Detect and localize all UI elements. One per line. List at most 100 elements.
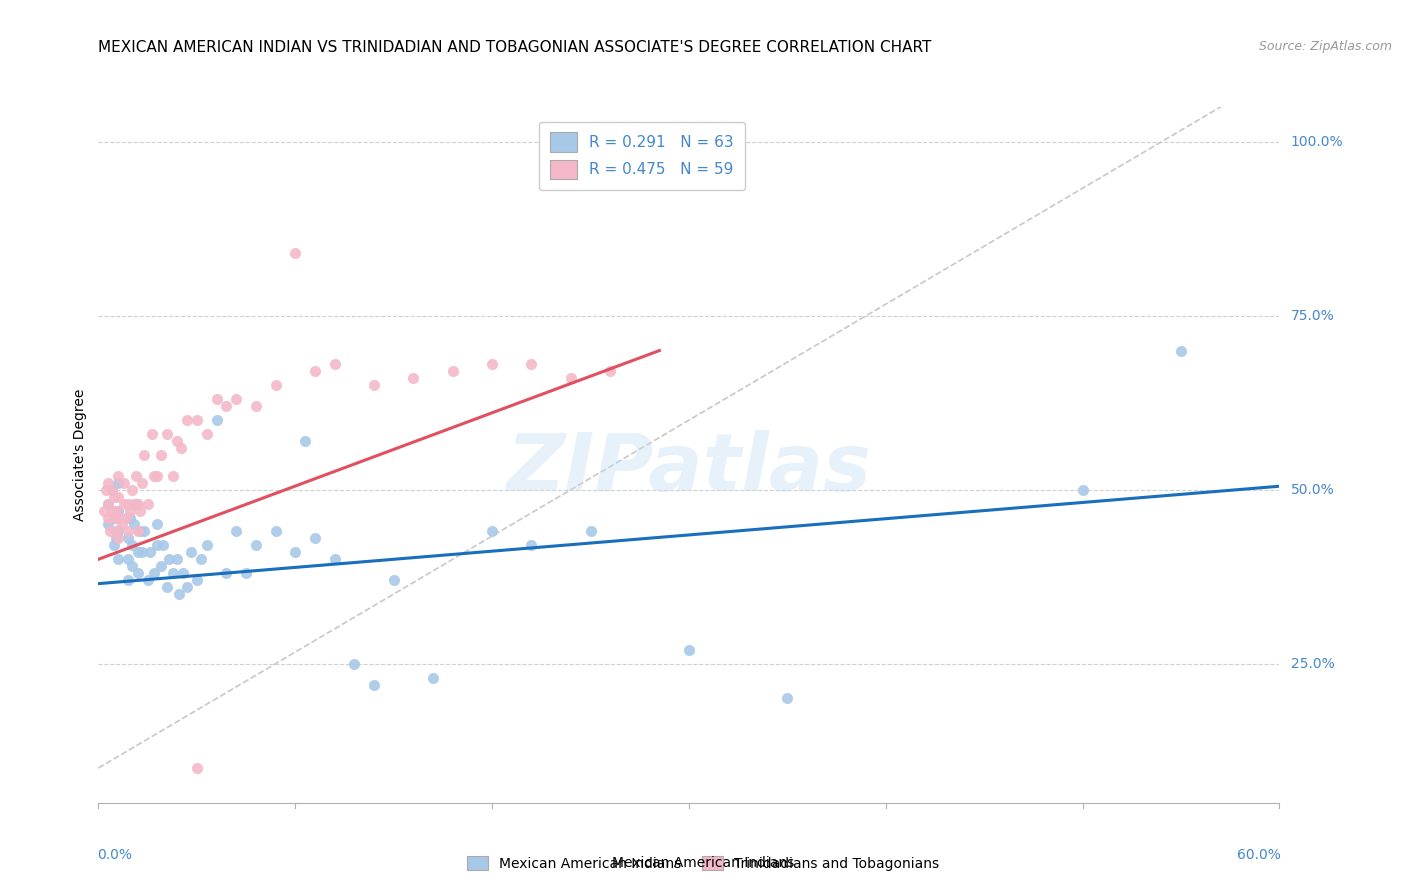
Text: ZIPatlas: ZIPatlas [506,430,872,508]
Point [97,497,120,511]
Point [186,573,208,587]
Point [136,573,159,587]
Legend: Mexican American Indians, Trinidadians and Tobagonians: Mexican American Indians, Trinidadians a… [460,849,946,878]
Point [323,358,346,372]
Point [176,580,198,594]
Point [180,545,202,559]
Point [107,475,129,490]
Point [101,503,124,517]
Point [117,497,139,511]
Point [481,358,503,372]
Point [105,524,128,539]
Point [105,503,128,517]
Point [304,532,326,546]
Point [127,545,149,559]
Text: 50.0%: 50.0% [1291,483,1334,497]
Point [128,503,150,517]
Point [128,524,150,539]
Point [304,364,326,378]
Point [117,524,139,539]
Point [190,552,212,566]
Point [142,566,165,581]
Y-axis label: Associate's Degree: Associate's Degree [73,389,87,521]
Point [150,559,173,574]
Point [150,448,173,462]
Point [97,510,120,524]
Point [156,580,179,594]
Point [127,497,149,511]
Point [284,545,307,559]
Point [599,364,621,378]
Point [1170,343,1192,358]
Point [323,552,346,566]
Point [105,503,128,517]
Point [125,497,148,511]
Point [166,434,188,448]
Point [195,538,218,552]
Point [107,524,129,539]
Point [131,545,153,559]
Point [111,517,134,532]
Point [157,552,180,566]
Point [107,468,129,483]
Point [245,538,267,552]
Point [132,448,155,462]
Point [136,497,159,511]
Point [138,545,160,559]
Point [146,538,169,552]
Point [776,691,799,706]
Point [560,371,582,385]
Point [107,503,129,517]
Point [122,517,145,532]
Point [107,552,129,566]
Point [96,483,118,497]
Point [121,483,143,497]
Point [176,413,198,427]
Point [167,587,190,601]
Point [264,378,287,392]
Point [166,552,188,566]
Text: 0.0%: 0.0% [97,848,132,862]
Point [215,399,238,413]
Point [235,566,257,581]
Point [122,497,145,511]
Point [579,524,602,539]
Point [117,552,139,566]
Point [162,566,184,581]
Point [481,524,503,539]
Point [97,517,120,532]
Point [103,510,125,524]
Text: 100.0%: 100.0% [1291,135,1343,149]
Point [97,497,120,511]
Point [678,642,700,657]
Point [117,532,139,546]
Point [98,524,121,539]
Point [141,427,163,442]
Point [186,413,208,427]
Point [156,427,179,442]
Point [162,468,184,483]
Point [107,490,129,504]
Point [363,677,385,691]
Point [520,358,543,372]
Text: MEXICAN AMERICAN INDIAN VS TRINIDADIAN AND TOBAGONIAN ASSOCIATE'S DEGREE CORRELA: MEXICAN AMERICAN INDIAN VS TRINIDADIAN A… [98,40,932,55]
Point [93,503,115,517]
Point [195,427,218,442]
Point [520,538,543,552]
Point [132,524,155,539]
Point [284,246,307,260]
Point [131,475,153,490]
Text: 75.0%: 75.0% [1291,309,1334,323]
Point [225,524,247,539]
Point [441,364,464,378]
Point [205,392,228,407]
Point [1071,483,1094,497]
Point [215,566,238,581]
Text: 60.0%: 60.0% [1237,848,1281,862]
Point [107,532,129,546]
Point [127,524,149,539]
Point [146,517,169,532]
Point [402,371,425,385]
Point [101,483,124,497]
Point [115,510,138,524]
